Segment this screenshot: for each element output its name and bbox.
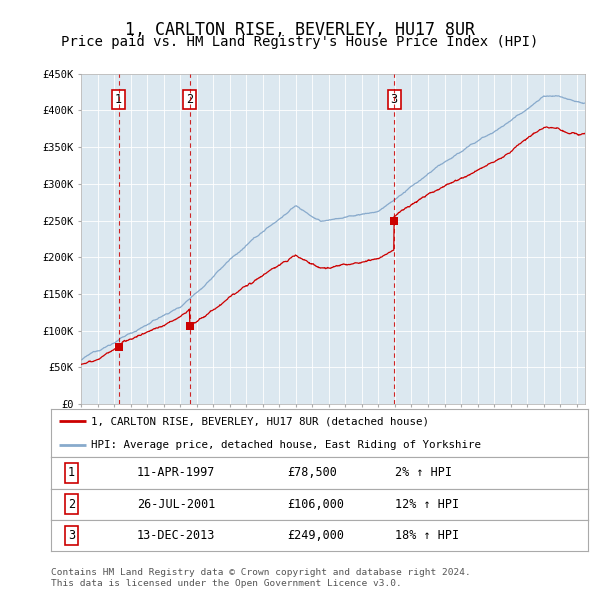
Text: 26-JUL-2001: 26-JUL-2001 xyxy=(137,497,215,511)
Text: 11-APR-1997: 11-APR-1997 xyxy=(137,466,215,480)
Text: 13-DEC-2013: 13-DEC-2013 xyxy=(137,529,215,542)
Text: 1, CARLTON RISE, BEVERLEY, HU17 8UR: 1, CARLTON RISE, BEVERLEY, HU17 8UR xyxy=(125,21,475,39)
Text: 18% ↑ HPI: 18% ↑ HPI xyxy=(395,529,459,542)
Text: 12% ↑ HPI: 12% ↑ HPI xyxy=(395,497,459,511)
Text: 2: 2 xyxy=(186,93,193,106)
Text: This data is licensed under the Open Government Licence v3.0.: This data is licensed under the Open Gov… xyxy=(51,579,402,588)
Text: 2% ↑ HPI: 2% ↑ HPI xyxy=(395,466,452,480)
Text: Contains HM Land Registry data © Crown copyright and database right 2024.: Contains HM Land Registry data © Crown c… xyxy=(51,568,471,577)
Text: 3: 3 xyxy=(391,93,398,106)
Text: 3: 3 xyxy=(68,529,75,542)
Text: £249,000: £249,000 xyxy=(287,529,344,542)
Text: 1, CARLTON RISE, BEVERLEY, HU17 8UR (detached house): 1, CARLTON RISE, BEVERLEY, HU17 8UR (det… xyxy=(91,417,429,427)
Text: Price paid vs. HM Land Registry's House Price Index (HPI): Price paid vs. HM Land Registry's House … xyxy=(61,35,539,50)
Text: 2: 2 xyxy=(68,497,75,511)
Text: 1: 1 xyxy=(115,93,122,106)
Text: £78,500: £78,500 xyxy=(287,466,337,480)
Text: HPI: Average price, detached house, East Riding of Yorkshire: HPI: Average price, detached house, East… xyxy=(91,440,481,450)
Text: £106,000: £106,000 xyxy=(287,497,344,511)
Text: 1: 1 xyxy=(68,466,75,480)
